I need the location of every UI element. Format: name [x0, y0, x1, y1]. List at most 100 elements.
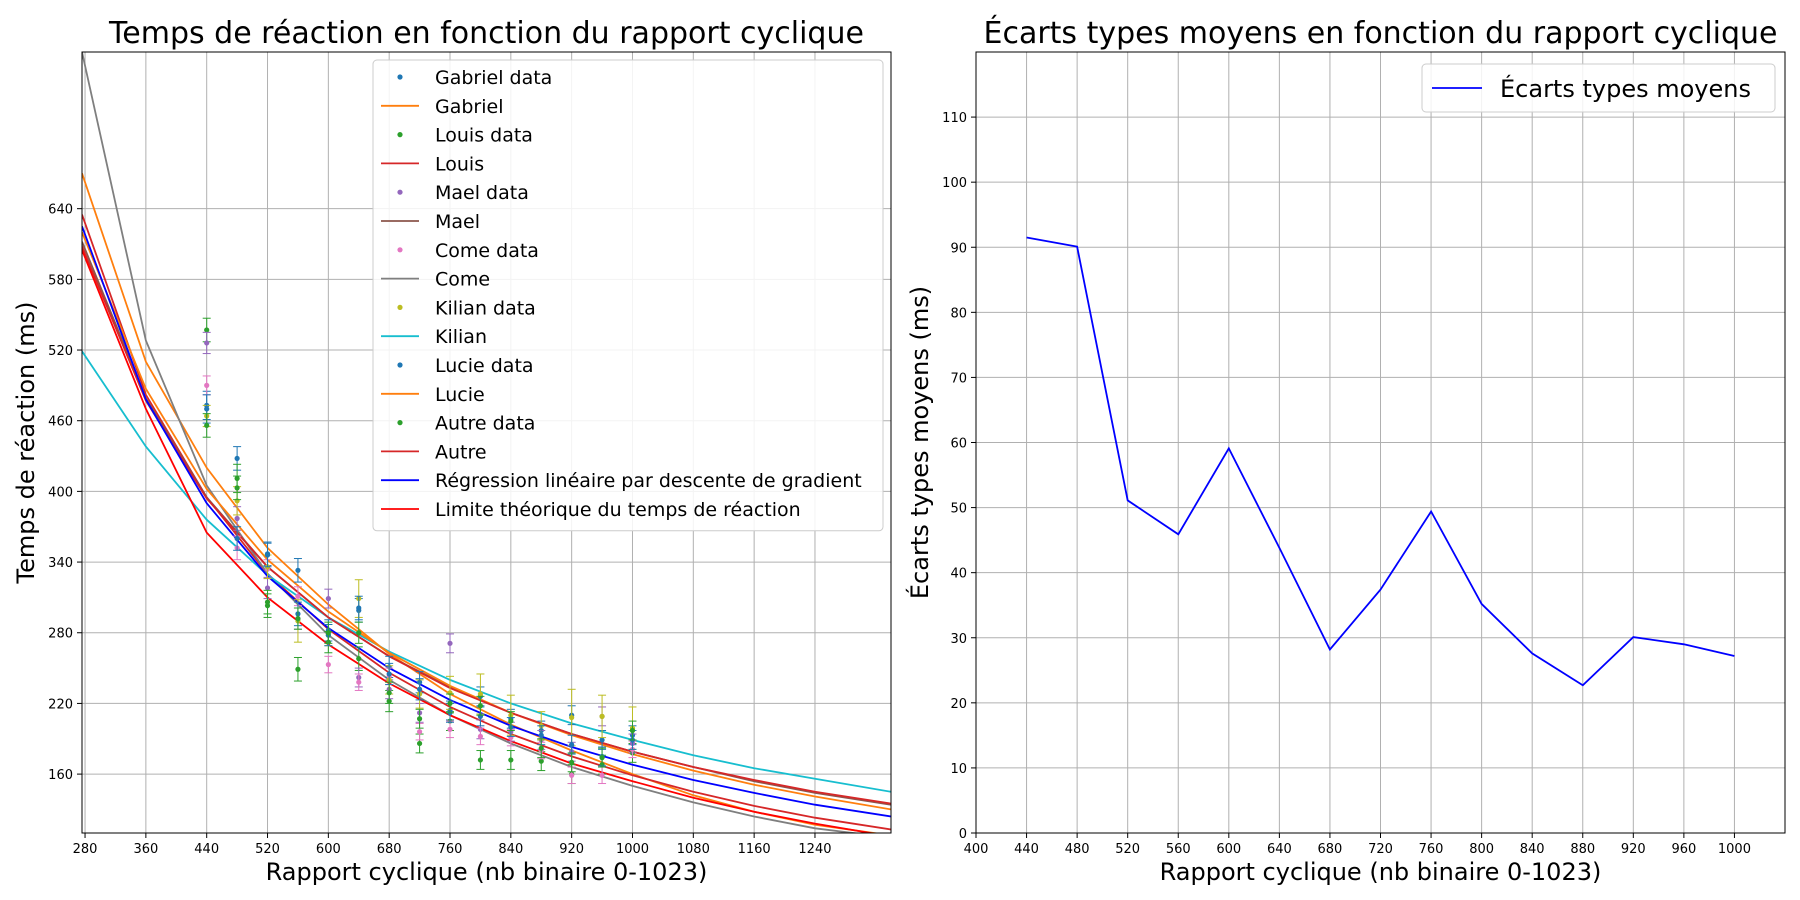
data-point [447, 640, 453, 646]
legend-label: Louis [435, 153, 484, 175]
data-point [234, 535, 240, 542]
x-axis-label: Rapport cyclique (nb binaire 0-1023) [1160, 858, 1602, 886]
data-point [538, 732, 544, 738]
legend: Écarts types moyens [1421, 63, 1776, 113]
legend-label: Mael data [435, 182, 529, 204]
data-point [416, 686, 423, 692]
legend-label: Régression linéaire par descente de grad… [435, 470, 862, 492]
legend-marker-swatch [397, 189, 403, 195]
data-point [538, 745, 544, 751]
legend-label: Limite théorique du temps de réaction [435, 499, 801, 521]
x-tick-label: 1240 [798, 842, 831, 857]
x-tick-label: 1080 [677, 842, 710, 857]
x-tick-label: 520 [255, 842, 280, 857]
legend-label: Kilian [435, 326, 487, 348]
axes-frame [81, 51, 892, 834]
data-point [325, 630, 331, 636]
chart-reaction-time: Temps de réaction en fonction du rapport… [12, 16, 892, 886]
series-line [1026, 236, 1735, 687]
y-tick-label: 100 [942, 176, 967, 191]
y-tick-label: 340 [48, 556, 73, 571]
data-point [599, 713, 605, 719]
data-point [477, 691, 484, 697]
x-tick-label: 440 [1014, 842, 1039, 857]
data-point [356, 656, 362, 662]
data-point [599, 755, 605, 761]
x-tick-label: 1000 [1718, 842, 1751, 857]
legend-label: Autre [435, 441, 487, 463]
data-point [356, 605, 362, 611]
data-point [386, 671, 392, 677]
data-point [295, 616, 301, 622]
chart-std-dev: Écarts types moyens en fonction du rappo… [905, 15, 1786, 886]
x-tick-label: 920 [1621, 842, 1646, 857]
grid [975, 52, 1785, 834]
data-point [508, 718, 514, 724]
axes-frame [975, 51, 1786, 834]
x-tick-label: 480 [1065, 842, 1090, 857]
x-tick-label: 680 [1318, 842, 1343, 857]
x-tick-label: 720 [1368, 842, 1393, 857]
x-tick-label: 280 [73, 842, 98, 857]
data-point [264, 552, 271, 558]
y-tick-label: 60 [950, 437, 967, 452]
data-point [386, 690, 392, 696]
x-tick-label: 400 [964, 842, 989, 857]
x-tick-label: 520 [1115, 842, 1140, 857]
legend-marker-swatch [397, 304, 403, 310]
data-point [447, 726, 453, 732]
x-tick-label: 1000 [616, 842, 649, 857]
legend-marker-swatch [397, 362, 403, 368]
data-point [234, 515, 240, 522]
legend-box [1421, 63, 1776, 113]
y-tick-label: 110 [942, 111, 967, 126]
x-tick-label: 880 [1570, 842, 1595, 857]
legend-label: Autre data [435, 413, 535, 435]
y-tick-label: 400 [48, 485, 73, 500]
data-point [416, 740, 423, 747]
y-tick-label: 10 [950, 762, 967, 777]
x-tick-label: 760 [1419, 842, 1444, 857]
x-tick-label: 640 [1267, 842, 1292, 857]
x-tick-label: 1160 [738, 842, 771, 857]
y-tick-label: 20 [950, 697, 967, 712]
legend-marker-swatch [397, 420, 403, 426]
y-tick-label: 160 [48, 768, 73, 783]
data-point [204, 422, 210, 429]
data-point [477, 757, 484, 763]
data-point [538, 758, 544, 764]
legend-label: Come data [435, 240, 539, 262]
y-tick-label: 520 [48, 344, 73, 359]
data-point [447, 700, 453, 707]
y-tick-label: 40 [950, 567, 967, 582]
legend: Gabriel data Gabriel Louis data Louis Mael d… [372, 59, 884, 532]
data-point [204, 406, 210, 412]
x-tick-label: 920 [559, 842, 584, 857]
legend-label: Lucie data [435, 355, 534, 377]
x-tick-label: 840 [498, 842, 523, 857]
legend-label: Come [435, 269, 490, 291]
plot-area [1026, 236, 1735, 687]
legend-marker-swatch [397, 74, 403, 80]
legend-label: Louis data [435, 125, 533, 147]
data-point [295, 593, 301, 599]
chart-title: Temps de réaction en fonction du rapport… [108, 16, 864, 51]
x-tick-label: 800 [1469, 842, 1494, 857]
x-tick-label: 600 [1216, 842, 1241, 857]
data-point [356, 630, 362, 636]
data-point [477, 733, 484, 740]
y-tick-label: 580 [48, 273, 73, 288]
data-point [264, 585, 271, 591]
legend-label: Gabriel data [435, 67, 552, 89]
legend-marker-swatch [397, 132, 403, 138]
data-point [264, 599, 271, 605]
data-point [508, 757, 514, 763]
data-point [477, 703, 484, 709]
x-axis-label: Rapport cyclique (nb binaire 0-1023) [266, 858, 708, 886]
series-group [82, 52, 891, 833]
data-point [569, 714, 575, 721]
y-tick-label: 70 [950, 371, 967, 386]
y-tick-label: 30 [950, 632, 967, 647]
data-point [569, 759, 575, 765]
